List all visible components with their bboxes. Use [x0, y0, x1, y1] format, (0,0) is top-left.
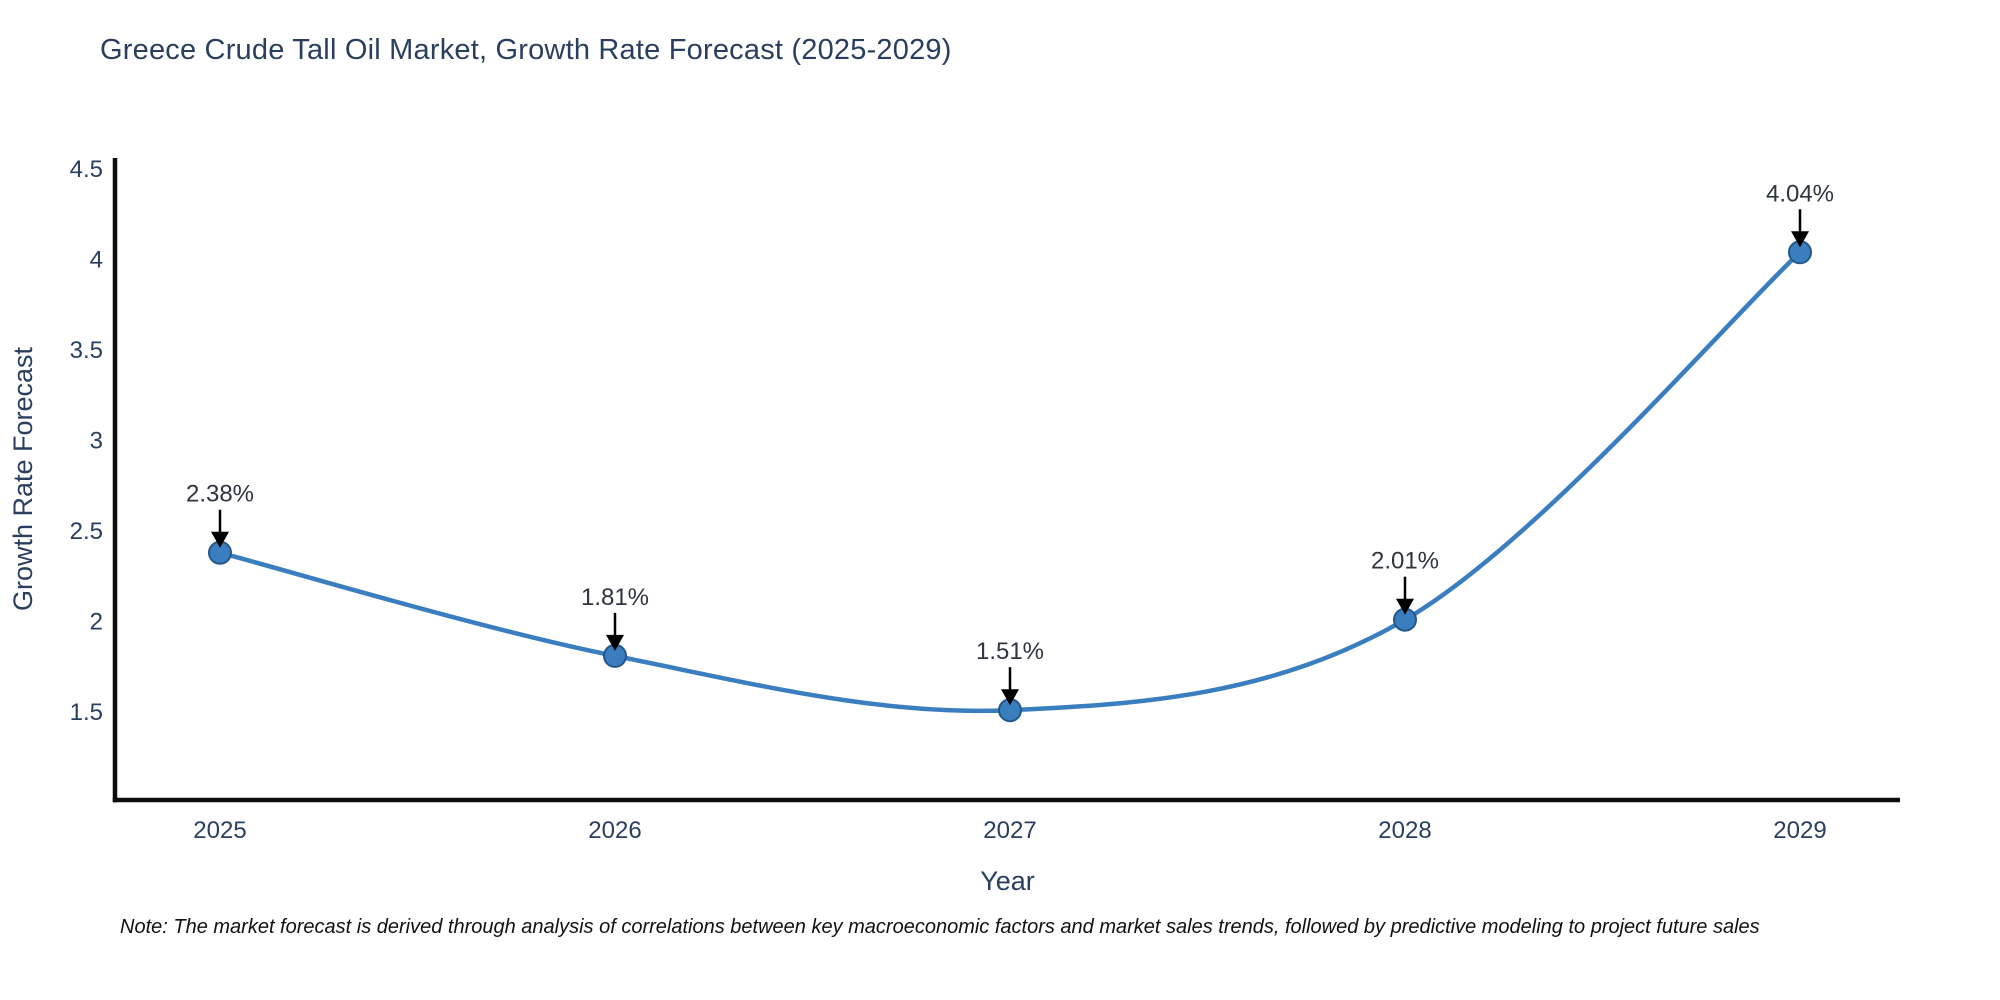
y-tick-label: 2.5 — [70, 518, 103, 545]
chart-canvas: 1.5 2 2.5 3 3.5 4 4.5 2025 2026 2027 2028 2029 Growt… — [8, 156, 1900, 896]
x-axis-title: Year — [980, 866, 1035, 896]
x-tick-label: 2028 — [1378, 817, 1431, 844]
x-tick-label: 2026 — [588, 817, 641, 844]
x-tick-label: 2027 — [983, 817, 1036, 844]
x-tick-label: 2025 — [193, 817, 246, 844]
y-tick-label: 3 — [90, 428, 103, 455]
y-axis-title: Growth Rate Forecast — [8, 346, 38, 611]
annotation-arrowhead-icon — [211, 531, 229, 548]
point-value-label: 1.51% — [976, 638, 1044, 665]
y-tick-label: 2 — [90, 609, 103, 636]
annotation-arrowhead-icon — [1001, 689, 1019, 706]
y-tick-label: 4 — [90, 247, 103, 274]
annotation-arrowhead-icon — [1396, 598, 1414, 615]
annotation-arrowhead-icon — [606, 634, 624, 651]
y-tick-label: 3.5 — [70, 337, 103, 364]
chart-title: Greece Crude Tall Oil Market, Growth Rat… — [100, 34, 952, 66]
point-value-label: 1.81% — [581, 584, 649, 611]
point-value-label: 2.38% — [186, 481, 254, 508]
y-tick-label: 4.5 — [70, 156, 103, 183]
annotation-arrowhead-icon — [1791, 231, 1809, 248]
y-tick-label: 1.5 — [70, 699, 103, 726]
point-value-label: 4.04% — [1766, 180, 1834, 207]
chart-footnote: Note: The market forecast is derived thr… — [120, 916, 1760, 938]
point-value-label: 2.01% — [1371, 548, 1439, 575]
x-tick-label: 2029 — [1773, 817, 1826, 844]
